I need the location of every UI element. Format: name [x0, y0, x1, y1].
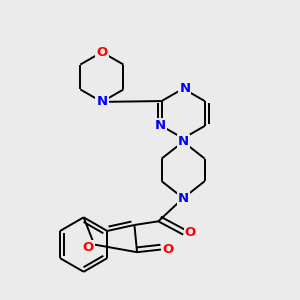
Text: O: O: [96, 46, 107, 59]
Text: O: O: [185, 226, 196, 239]
Text: N: N: [179, 82, 191, 95]
Text: O: O: [163, 243, 174, 256]
Text: N: N: [178, 135, 189, 148]
Text: N: N: [96, 95, 107, 108]
Text: N: N: [154, 119, 166, 132]
Text: N: N: [178, 192, 189, 205]
Text: O: O: [83, 241, 94, 254]
